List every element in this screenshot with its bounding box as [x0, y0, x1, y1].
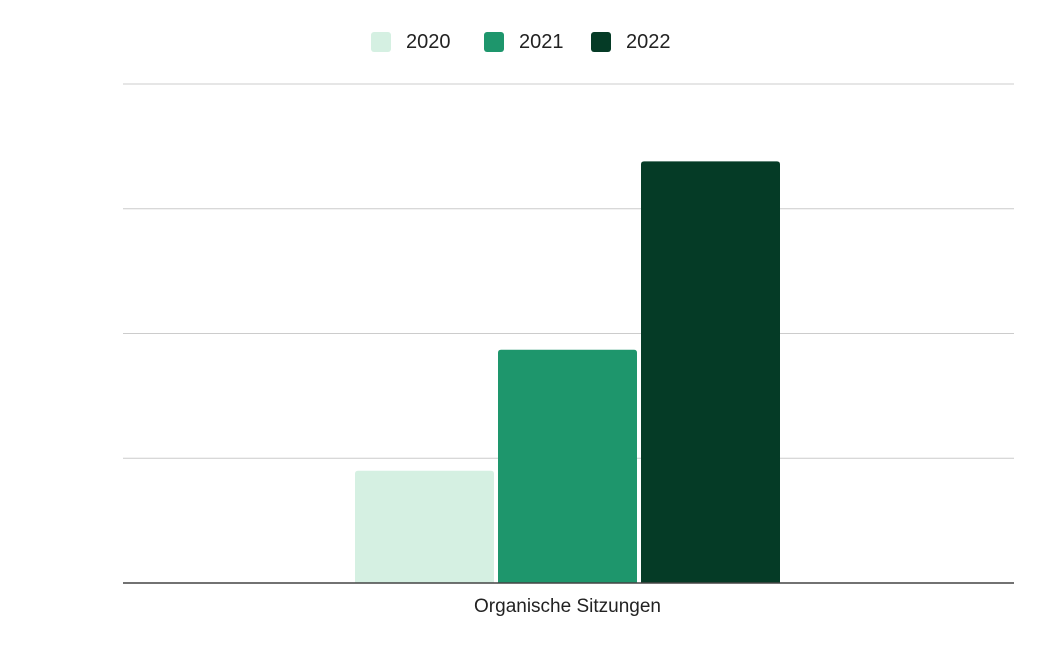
legend-swatch	[371, 32, 391, 52]
legend-item-2020: 2020	[371, 31, 451, 53]
bar-2020	[355, 470, 494, 583]
legend-item-2021: 2021	[484, 31, 564, 53]
x-tick-label: Organische Sitzungen	[474, 596, 661, 617]
legend-item-2022: 2022	[591, 31, 671, 53]
legend-swatch	[591, 32, 611, 52]
legend-swatch	[484, 32, 504, 52]
legend-label: 2021	[519, 31, 564, 53]
bar-2022	[641, 161, 780, 583]
x-axis-labels: Organische Sitzungen	[474, 596, 661, 617]
legend-label: 2020	[406, 31, 451, 53]
bars	[355, 161, 780, 583]
legend-label: 2022	[626, 31, 671, 53]
bar-2021	[498, 349, 637, 583]
legend: 2020 2021 2022	[371, 31, 671, 53]
